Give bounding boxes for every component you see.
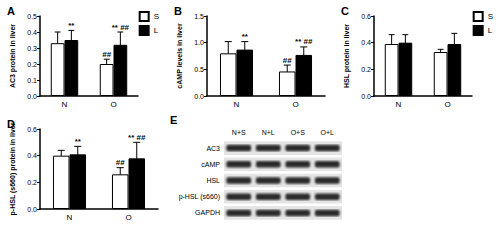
svg-text:** ##: ** ## <box>128 133 146 142</box>
svg-text:O+S: O+S <box>291 129 306 136</box>
svg-text:N: N <box>396 100 402 109</box>
svg-text:0.0: 0.0 <box>27 93 37 100</box>
svg-text:##: ## <box>102 50 111 59</box>
svg-text:A: A <box>7 5 15 17</box>
svg-text:O: O <box>444 100 450 109</box>
svg-text:0.1: 0.1 <box>27 77 37 84</box>
svg-text:S: S <box>154 12 159 21</box>
svg-text:GAPDH: GAPDH <box>195 209 220 216</box>
svg-text:0.6: 0.6 <box>27 126 37 133</box>
svg-text:1.5: 1.5 <box>194 13 204 20</box>
svg-text:0.0: 0.0 <box>194 93 204 100</box>
svg-text:O+L: O+L <box>321 129 335 136</box>
svg-text:O: O <box>110 100 116 109</box>
svg-text:0.2: 0.2 <box>27 61 37 68</box>
svg-text:0.3: 0.3 <box>27 45 37 52</box>
svg-text:0.4: 0.4 <box>27 152 37 159</box>
svg-text:AC3 protein in liver: AC3 protein in liver <box>9 24 17 88</box>
svg-text:AC3: AC3 <box>206 145 220 152</box>
svg-text:L: L <box>154 26 159 35</box>
svg-text:O: O <box>292 100 298 109</box>
svg-text:0.0: 0.0 <box>27 206 37 213</box>
svg-text:L: L <box>488 26 493 35</box>
svg-text:**: ** <box>68 21 75 30</box>
svg-text:HSL protein in liver: HSL protein in liver <box>343 24 351 88</box>
svg-text:C: C <box>341 5 349 17</box>
svg-text:E: E <box>170 114 177 126</box>
svg-text:N+S: N+S <box>232 129 246 136</box>
svg-text:**: ** <box>242 32 249 41</box>
svg-text:0.0: 0.0 <box>361 93 371 100</box>
svg-text:B: B <box>174 5 182 17</box>
svg-text:** ##: ** ## <box>295 37 313 46</box>
svg-text:p-HSL (s660) protein in liver: p-HSL (s660) protein in liver <box>9 122 17 215</box>
svg-text:cAMP levels in liver: cAMP levels in liver <box>176 23 183 89</box>
svg-text:1.0: 1.0 <box>194 39 204 46</box>
svg-text:0.2: 0.2 <box>27 179 37 186</box>
svg-text:O: O <box>125 213 131 222</box>
svg-text:cAMP: cAMP <box>201 161 220 168</box>
svg-text:0.4: 0.4 <box>361 39 371 46</box>
svg-text:N: N <box>62 100 68 109</box>
svg-text:N: N <box>67 213 73 222</box>
svg-text:HSL: HSL <box>206 177 220 184</box>
svg-text:N: N <box>234 100 240 109</box>
svg-text:0.4: 0.4 <box>27 29 37 36</box>
svg-text:**: ** <box>75 137 82 146</box>
svg-text:##: ## <box>283 56 292 65</box>
svg-text:D: D <box>7 118 15 130</box>
svg-text:0.2: 0.2 <box>361 66 371 73</box>
svg-text:##: ## <box>116 158 125 167</box>
svg-text:** ##: ** ## <box>112 23 130 32</box>
svg-text:p-HSL (s660): p-HSL (s660) <box>179 193 220 201</box>
svg-text:0.5: 0.5 <box>27 13 37 20</box>
svg-text:S: S <box>488 12 493 21</box>
svg-text:N+L: N+L <box>262 129 275 136</box>
svg-text:0.6: 0.6 <box>361 13 371 20</box>
svg-text:0.5: 0.5 <box>194 66 204 73</box>
